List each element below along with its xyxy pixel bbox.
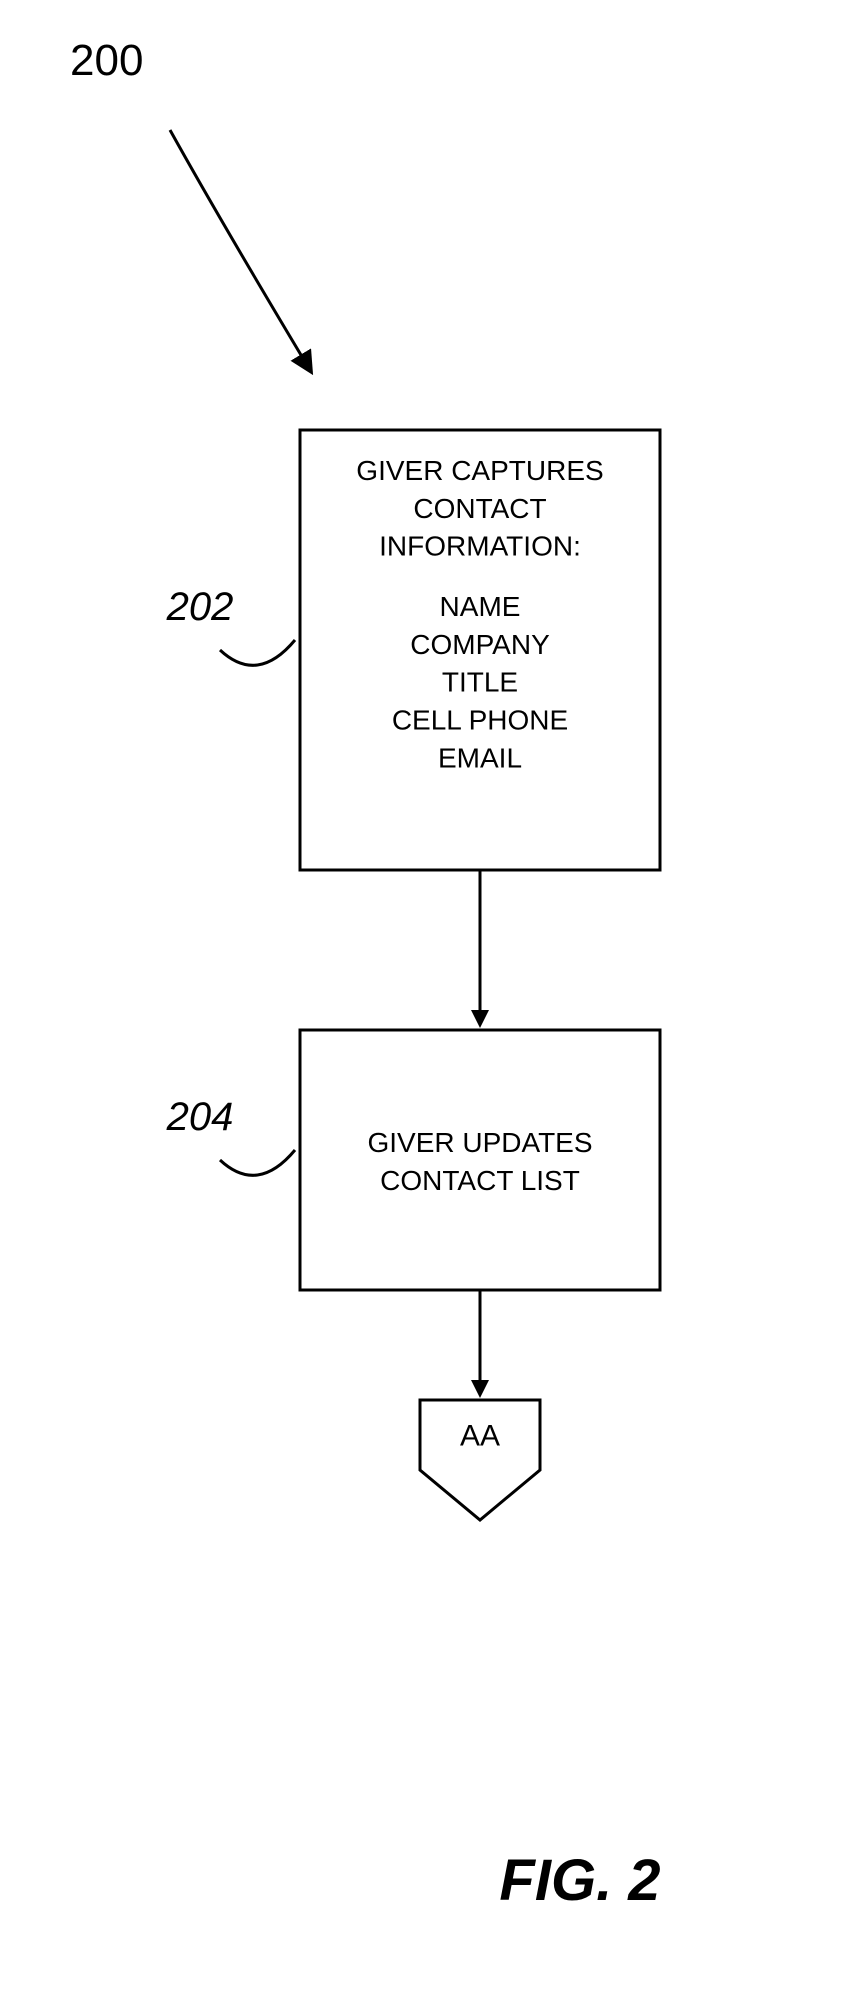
figure-number-arrow: [170, 130, 310, 370]
box1-field-email: EMAIL: [438, 742, 522, 773]
box1-header-line1: GIVER CAPTURES: [356, 455, 603, 486]
offpage-connector: [420, 1400, 540, 1520]
box2-line2: CONTACT LIST: [380, 1165, 580, 1196]
box1-header-line3: INFORMATION:: [379, 531, 581, 562]
box1-field-cellphone: CELL PHONE: [392, 704, 568, 735]
flowchart-diagram: 200 GIVER CAPTURES CONTACT INFORMATION: …: [0, 0, 845, 1990]
figure-caption: FIG. 2: [499, 1848, 660, 1913]
ref-202: 202: [166, 585, 234, 629]
connector-label: AA: [460, 1420, 500, 1453]
figure-number: 200: [70, 36, 143, 85]
box2-line1: GIVER UPDATES: [367, 1127, 592, 1158]
box1-field-company: COMPANY: [410, 629, 550, 660]
box1-field-title: TITLE: [442, 667, 518, 698]
ref-202-leader: [220, 640, 295, 665]
flowchart-box-update: [300, 1030, 660, 1290]
box1-field-name: NAME: [440, 591, 521, 622]
box1-header-line2: CONTACT: [413, 493, 546, 524]
ref-204-leader: [220, 1150, 295, 1175]
ref-204: 204: [166, 1095, 234, 1139]
